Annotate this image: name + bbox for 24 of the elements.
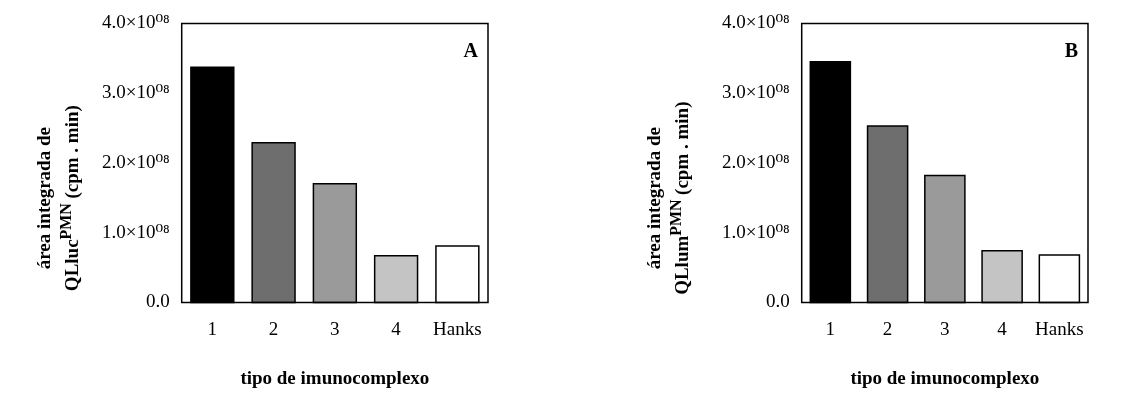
y-tick-label: 2.0×10⁰⁸ [101,150,170,172]
x-tick-label: 2 [268,317,279,339]
y-tick-label: 4.0×10⁰⁸ [101,11,170,33]
y-tick-label: 3.0×10⁰⁸ [721,81,790,103]
annotation: A [463,38,479,61]
y-tick-label: 0.0 [765,290,790,312]
x-tick-label: 1 [825,317,836,339]
x-tick-label: 1 [207,317,218,339]
x-axis-title: tipo de imunocomplexo [850,366,1040,388]
y-tick-label: 1.0×10⁰⁸ [721,220,790,242]
x-tick-label: 2 [882,317,893,339]
x-tick-label: Hanks [1035,317,1084,339]
y-tick-label: 2.0×10⁰⁸ [721,150,790,172]
annotation: B [1064,38,1078,61]
x-tick-label: 3 [330,317,340,339]
y-tick-label: 3.0×10⁰⁸ [101,81,170,103]
x-tick-label: Hanks [433,317,482,339]
y-tick-label: 4.0×10⁰⁸ [721,11,790,33]
y-tick-label: 0.0 [145,290,170,312]
x-tick-label: 3 [940,317,950,339]
x-tick-label: 4 [997,317,1008,339]
x-tick-label: 4 [391,317,402,339]
y-tick-label: 1.0×10⁰⁸ [101,220,170,242]
x-axis-title: tipo de imunocomplexo [240,366,430,388]
